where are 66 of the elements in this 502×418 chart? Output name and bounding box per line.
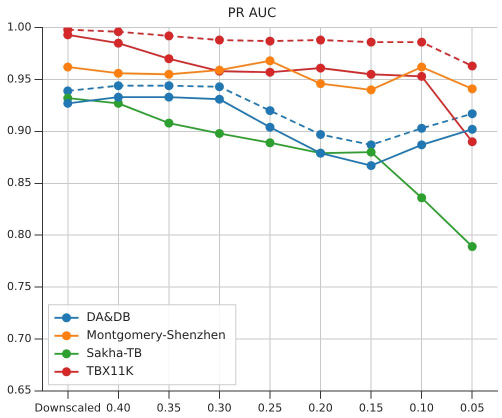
point [164, 31, 174, 40]
point [366, 148, 376, 157]
point [468, 109, 477, 118]
y-tick-label: 0.90 [6, 124, 32, 138]
point [63, 98, 72, 108]
x-tick-label: 0.10 [409, 401, 434, 414]
legend-label: DA&DB [86, 310, 131, 324]
point [164, 70, 174, 79]
point [468, 137, 477, 146]
y-tick-label: 1.00 [6, 20, 32, 34]
point [164, 92, 174, 102]
point [114, 92, 123, 102]
x-tick-label: 0.25 [258, 401, 282, 414]
point [468, 84, 477, 94]
point [366, 38, 376, 47]
legend-label: Sakha-TB [86, 346, 142, 360]
point [63, 62, 72, 72]
point [316, 130, 326, 139]
point [265, 138, 274, 148]
legend-label: Montgomery-Shenzhen [86, 328, 226, 342]
y-tick-label: 0.65 [6, 384, 32, 397]
point [214, 94, 224, 104]
point [468, 124, 477, 134]
point [417, 38, 426, 47]
point [366, 85, 376, 94]
chart-title: PR AUC [228, 6, 276, 22]
point [265, 68, 274, 77]
point [114, 68, 123, 78]
legend-label: TBX11K [85, 364, 135, 378]
x-tick-label: 0.30 [207, 401, 232, 414]
point [417, 72, 426, 81]
y-tick-label: 0.80 [6, 228, 32, 241]
point [316, 79, 326, 88]
point [265, 106, 274, 116]
point [316, 36, 326, 45]
point [164, 118, 174, 128]
point [265, 56, 274, 66]
x-tick-label: Downscaled [34, 401, 102, 414]
point [265, 122, 274, 132]
point [417, 193, 426, 202]
x-tick-label: 0.20 [308, 401, 333, 414]
point [468, 242, 477, 252]
x-tick-label: 0.15 [358, 401, 384, 414]
point [214, 36, 224, 45]
point [214, 82, 224, 92]
point [265, 36, 274, 46]
x-tick-label: 0.05 [460, 401, 484, 414]
point [214, 128, 224, 138]
point [417, 124, 426, 133]
y-tick-label: 0.75 [6, 280, 32, 293]
y-tick-label: 0.85 [6, 176, 32, 190]
point [417, 62, 426, 72]
point [114, 28, 123, 36]
point [468, 61, 477, 70]
point [316, 64, 326, 73]
y-tick-label: 0.70 [6, 332, 32, 345]
point [417, 140, 426, 150]
point [114, 81, 123, 90]
x-tick-label: 0.35 [156, 401, 182, 414]
x-tick-label: 0.40 [106, 401, 131, 414]
point [366, 70, 376, 79]
point [366, 161, 376, 170]
y-tick-label: 0.95 [6, 72, 32, 86]
point [114, 38, 123, 48]
point [164, 54, 174, 64]
point [164, 81, 174, 90]
